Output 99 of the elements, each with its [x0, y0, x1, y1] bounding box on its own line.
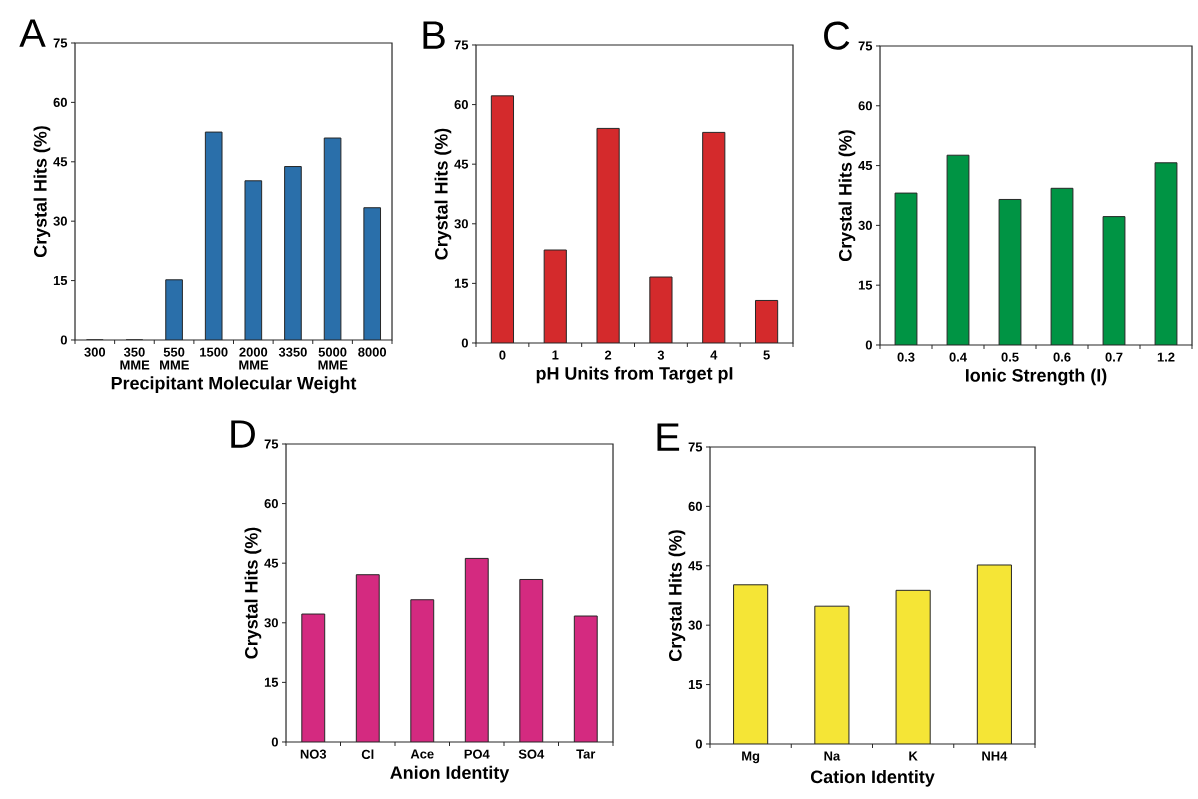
y-tick-label: 45 — [454, 159, 469, 169]
y-tick-label: 45 — [858, 161, 873, 171]
bar — [596, 127, 620, 343]
x-tick-label: K — [909, 751, 918, 761]
y-tick-label: 45 — [688, 561, 703, 571]
x-axis-title: Precipitant Molecular Weight — [111, 376, 357, 394]
y-tick-label: 30 — [688, 620, 702, 630]
bar — [814, 605, 850, 744]
y-tick-label: 60 — [264, 499, 278, 509]
y-tick-label: 15 — [858, 280, 873, 290]
x-tick-label: Mg — [742, 751, 760, 764]
x-tick-label: 2000 MME — [239, 347, 269, 370]
y-axis-title: Crystal Hits (%) — [244, 527, 262, 659]
y-tick-label: 60 — [454, 99, 468, 110]
y-tick-label: 15 — [53, 276, 68, 286]
x-tick-label: 3 — [657, 350, 665, 360]
y-tick-label: 45 — [53, 157, 68, 167]
x-tick-label: 0.6 — [1053, 352, 1071, 362]
bar — [702, 131, 726, 343]
x-tick-label: PO4 — [464, 749, 490, 759]
y-tick-label: 60 — [858, 101, 872, 111]
chart-title: B — [423, 21, 445, 49]
x-tick-label: 0.5 — [1001, 352, 1019, 362]
bar — [755, 299, 779, 343]
x-axis-title: Anion Identity — [390, 765, 510, 783]
y-tick-label: 0 — [865, 340, 872, 350]
y-tick-label: 60 — [53, 97, 67, 107]
bar — [976, 564, 1012, 744]
bar — [733, 584, 769, 744]
bar — [946, 154, 970, 345]
x-tick-label: 1.2 — [1157, 352, 1175, 362]
bar — [355, 574, 380, 742]
x-tick-label: SO4 — [518, 749, 545, 759]
x-axis-title: Ionic Strength (I) — [965, 368, 1107, 386]
bar — [284, 166, 302, 340]
y-tick-label: 15 — [454, 278, 469, 288]
bar — [573, 615, 598, 742]
bar — [519, 578, 544, 742]
x-tick-label: Ace — [410, 749, 434, 759]
bar — [1154, 162, 1178, 345]
bar — [894, 192, 918, 345]
bar — [301, 613, 326, 742]
y-axis-title: Crystal Hits (%) — [668, 530, 686, 662]
x-tick-label: Na — [824, 751, 841, 761]
chart-title: D — [231, 420, 255, 448]
x-tick-label: Cl — [361, 749, 374, 760]
x-tick-label: 5000 MME — [318, 347, 348, 370]
x-tick-label: 1500 — [200, 347, 228, 357]
y-axis-title: Crystal Hits (%) — [434, 128, 452, 260]
bar — [490, 95, 515, 343]
x-tick-label: 8000 — [358, 347, 387, 357]
x-tick-label: 1 — [552, 350, 559, 360]
y-tick-label: 30 — [264, 618, 278, 628]
y-axis-title: Crystal Hits (%) — [33, 126, 51, 258]
y-tick-label: 0 — [60, 335, 67, 345]
y-tick-label: 30 — [53, 216, 67, 226]
bar — [410, 599, 435, 742]
y-tick-label: 75 — [858, 41, 873, 51]
bar — [649, 276, 673, 343]
bar — [543, 249, 567, 343]
y-tick-label: 75 — [53, 38, 68, 48]
chart-title: E — [657, 423, 680, 451]
bar — [998, 198, 1022, 345]
x-tick-label: NH4 — [982, 751, 1008, 761]
y-axis-title: Crystal Hits (%) — [838, 130, 856, 262]
bar — [895, 589, 931, 744]
x-tick-label: 0.3 — [897, 352, 915, 362]
bar — [464, 557, 489, 742]
y-tick-label: 0 — [461, 338, 468, 348]
y-tick-label: 75 — [454, 40, 469, 50]
x-tick-label: 3350 — [278, 347, 307, 357]
x-tick-label: Tar — [576, 749, 596, 759]
y-tick-label: 30 — [454, 219, 468, 229]
x-axis-title: pH Units from Target pI — [536, 366, 733, 384]
x-tick-label: 350 MME — [120, 347, 150, 370]
x-tick-label: 300 — [84, 347, 106, 357]
x-tick-label: 2 — [604, 350, 612, 360]
x-tick-label: 550 MME — [160, 347, 189, 370]
y-tick-label: 0 — [271, 737, 278, 747]
x-tick-label: 0.7 — [1105, 352, 1123, 362]
chart-title: C — [824, 21, 850, 50]
y-tick-label: 15 — [264, 677, 279, 687]
bar — [1050, 187, 1074, 345]
x-tick-label: 4 — [710, 350, 718, 360]
x-tick-label: 0 — [499, 350, 506, 360]
x-tick-label: 0.4 — [949, 352, 967, 362]
bar — [1102, 216, 1126, 345]
y-tick-label: 75 — [264, 439, 279, 449]
y-tick-label: 30 — [858, 220, 872, 230]
y-tick-label: 60 — [688, 501, 702, 511]
y-tick-label: 15 — [688, 680, 703, 690]
bar — [165, 279, 183, 340]
chart-title: A — [19, 19, 46, 47]
x-axis-title: Cation Identity — [810, 769, 935, 787]
x-tick-label: NO3 — [300, 749, 327, 759]
x-tick-label: 5 — [763, 350, 770, 360]
y-tick-label: 0 — [695, 739, 702, 749]
y-tick-label: 75 — [688, 442, 703, 452]
y-tick-label: 45 — [264, 558, 279, 568]
